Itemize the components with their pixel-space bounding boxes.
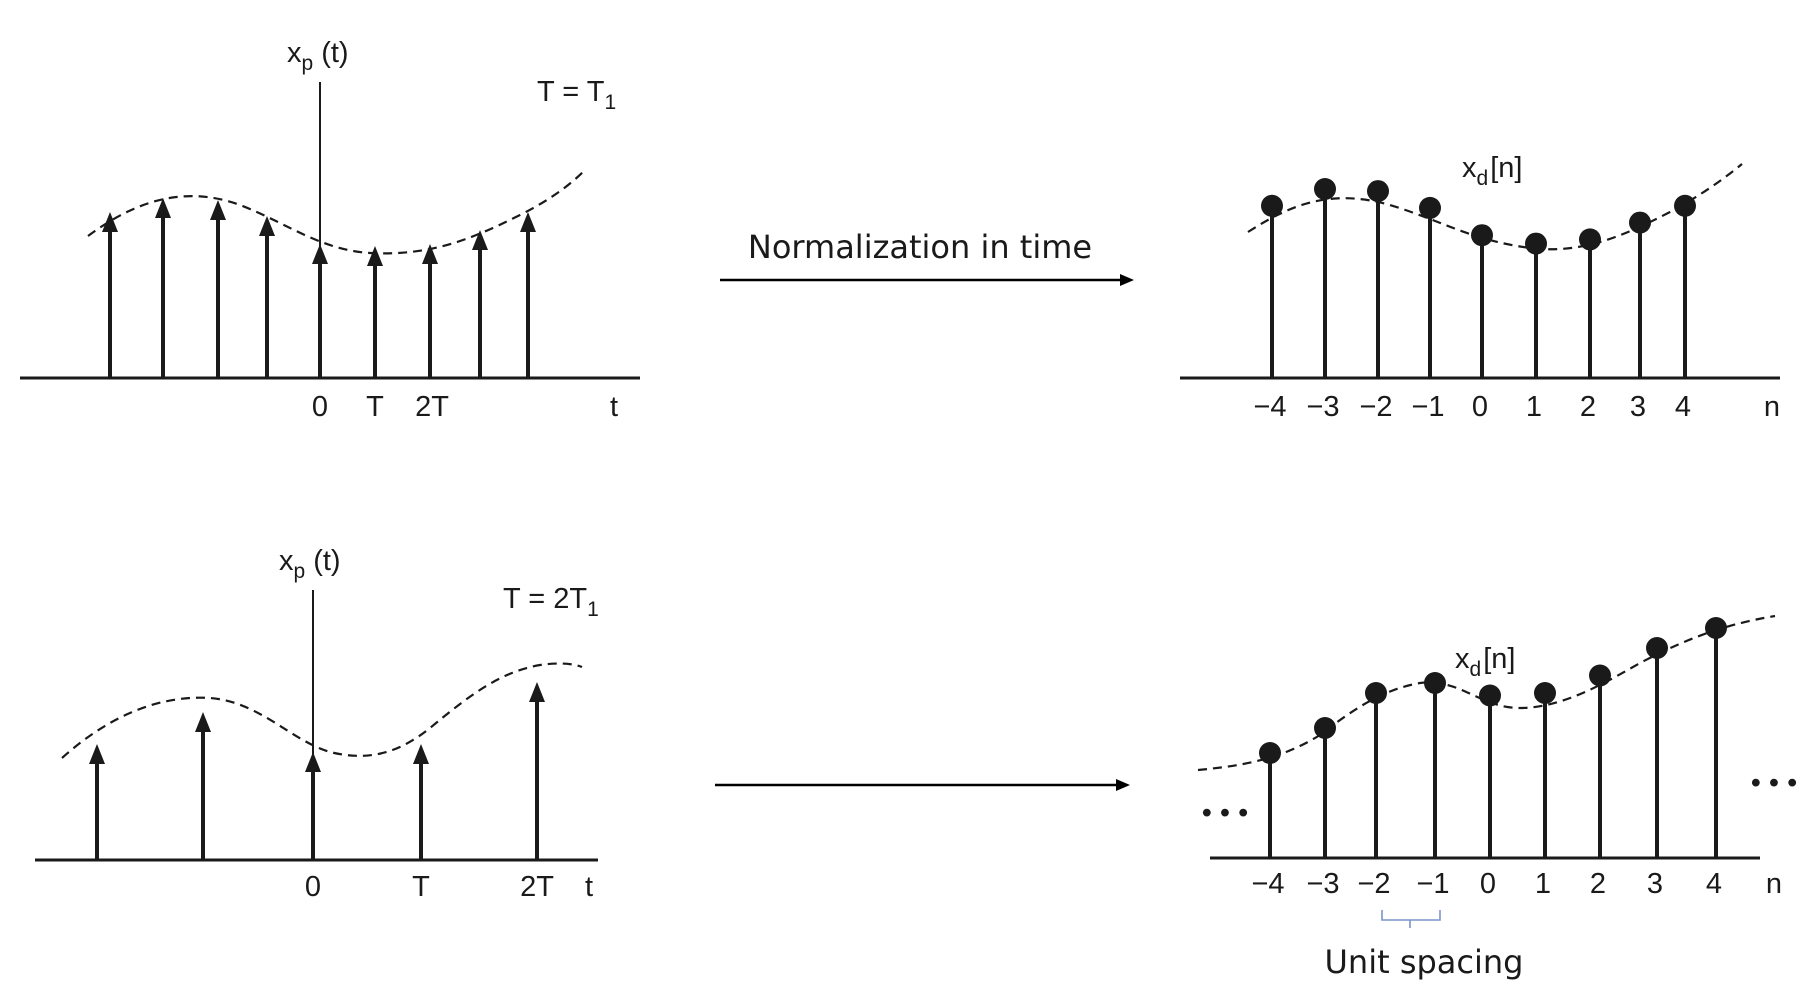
top-right-sample-dot-3 [1419, 196, 1441, 219]
top-right-n-label-3: −1 [1411, 391, 1444, 423]
bottom-right-stems [1259, 617, 1727, 858]
bottom-normalization-arrow [715, 779, 1130, 791]
top-left-impulse-head-1 [155, 198, 171, 218]
top-right-n-label-0: −4 [1253, 391, 1286, 423]
top-right-sample-dot-0 [1261, 194, 1283, 217]
top-right-n-label-5: 1 [1526, 391, 1542, 423]
top-right-sample-dot-4 [1471, 224, 1493, 247]
bottom-left-tick-0: 0 [305, 871, 321, 903]
top-left-period-label: T = T1 [537, 76, 616, 114]
bottom-right-n-label-5: 1 [1535, 868, 1551, 900]
bottom-right-sample-dot-0 [1259, 742, 1281, 764]
top-right-sequence-plot: −4 −3 −2 −1 0 1 2 3 4 xd[n] n [1180, 152, 1780, 423]
top-right-stems [1261, 178, 1696, 378]
bottom-arrow-head [1116, 779, 1130, 791]
top-left-impulses [102, 198, 536, 378]
top-left-impulse-head-2 [210, 200, 226, 220]
bottom-left-axis-variable: t [585, 871, 593, 903]
top-right-sample-dot-2 [1367, 180, 1389, 203]
top-left-tick-2T: 2T [415, 391, 449, 423]
top-right-n-label-1: −3 [1306, 391, 1339, 423]
bottom-left-impulse-head-0 [89, 744, 105, 764]
bottom-left-tick-T: T [412, 871, 430, 903]
bottom-right-n-label-7: 3 [1647, 868, 1663, 900]
bottom-right-n-label-4: 0 [1480, 868, 1496, 900]
bottom-right-n-label-8: 4 [1706, 868, 1722, 900]
bottom-left-impulse-head-4 [529, 682, 545, 702]
bottom-right-sample-dot-1 [1314, 717, 1336, 739]
bottom-right-right-ellipsis: • • • [1751, 767, 1798, 799]
top-left-signal-label: xp (t) [287, 37, 349, 75]
top-left-impulse-plot: xp (t) T = T1 0 T 2T t [20, 37, 640, 423]
bottom-right-sample-dot-4 [1479, 684, 1501, 707]
bottom-right-n-label-6: 2 [1590, 868, 1606, 900]
bottom-right-n-label-2: −2 [1357, 868, 1390, 900]
bottom-right-axis-variable: n [1766, 868, 1782, 900]
bottom-right-n-label-0: −4 [1251, 868, 1284, 900]
top-left-impulse-head-4 [312, 244, 328, 264]
top-right-n-label-2: −2 [1359, 391, 1392, 423]
top-left-impulse-head-5 [367, 246, 383, 266]
bottom-left-tick-2T: 2T [520, 871, 554, 903]
top-right-sample-dot-7 [1629, 211, 1651, 234]
bottom-right-sample-dot-6 [1589, 664, 1611, 687]
bottom-right-sequence-label: xd[n] [1455, 643, 1515, 681]
bottom-left-impulse-plot: xp (t) T = 2T1 0 T 2T t [35, 545, 599, 903]
bottom-right-left-ellipsis: • • • [1202, 797, 1249, 829]
bottom-left-impulse-head-3 [413, 744, 429, 764]
bottom-right-n-label-1: −3 [1306, 868, 1339, 900]
top-left-impulse-head-6 [422, 244, 438, 264]
top-left-tick-T: T [366, 391, 384, 423]
top-right-sequence-label: xd[n] [1462, 152, 1522, 190]
top-normalization-arrow: Normalization in time [720, 228, 1134, 286]
bottom-right-sample-dot-2 [1365, 682, 1387, 704]
bottom-right-tick-labels: −4 −3 −2 −1 0 1 2 3 4 [1251, 868, 1722, 900]
bottom-left-period-label: T = 2T1 [503, 583, 599, 621]
unit-spacing-caption: Unit spacing [1325, 943, 1524, 981]
bottom-left-dashed-envelope [61, 662, 583, 759]
top-right-sample-dot-1 [1314, 178, 1336, 200]
top-left-dashed-envelope [87, 169, 586, 255]
top-right-sample-dot-8 [1674, 194, 1696, 217]
top-left-impulse-head-3 [259, 216, 275, 236]
top-right-sample-dot-6 [1579, 228, 1601, 251]
top-right-tick-labels: −4 −3 −2 −1 0 1 2 3 4 [1253, 391, 1691, 423]
bottom-right-sample-dot-7 [1646, 637, 1668, 659]
bottom-right-n-label-3: −1 [1416, 868, 1449, 900]
top-right-sample-dot-5 [1525, 232, 1547, 255]
bottom-left-impulses [89, 682, 545, 860]
top-left-impulse-head-7 [472, 230, 488, 250]
unit-spacing-brace [1381, 910, 1441, 928]
top-right-n-label-4: 0 [1472, 391, 1488, 423]
bottom-right-sample-dot-8 [1705, 617, 1727, 639]
top-right-n-label-7: 3 [1630, 391, 1646, 423]
normalization-label: Normalization in time [748, 228, 1092, 266]
top-left-impulse-head-8 [520, 212, 536, 232]
top-right-n-label-8: 4 [1675, 391, 1691, 423]
bottom-right-sample-dot-5 [1534, 682, 1556, 704]
bottom-right-sequence-plot: −4 −3 −2 −1 0 1 2 3 4 xd[n] n • • • • • • Unit s… [1197, 614, 1798, 981]
bottom-left-signal-label: xp (t) [279, 545, 341, 583]
top-left-impulse-head-0 [102, 212, 118, 232]
bottom-left-impulse-head-2 [305, 752, 321, 772]
top-right-axis-variable: n [1764, 391, 1780, 423]
bottom-left-impulse-head-1 [195, 712, 211, 732]
top-right-n-label-6: 2 [1580, 391, 1596, 423]
top-arrow-head [1120, 274, 1134, 286]
top-left-axis-variable: t [610, 391, 618, 423]
top-left-tick-0: 0 [312, 391, 328, 423]
bottom-right-sample-dot-3 [1424, 672, 1446, 694]
